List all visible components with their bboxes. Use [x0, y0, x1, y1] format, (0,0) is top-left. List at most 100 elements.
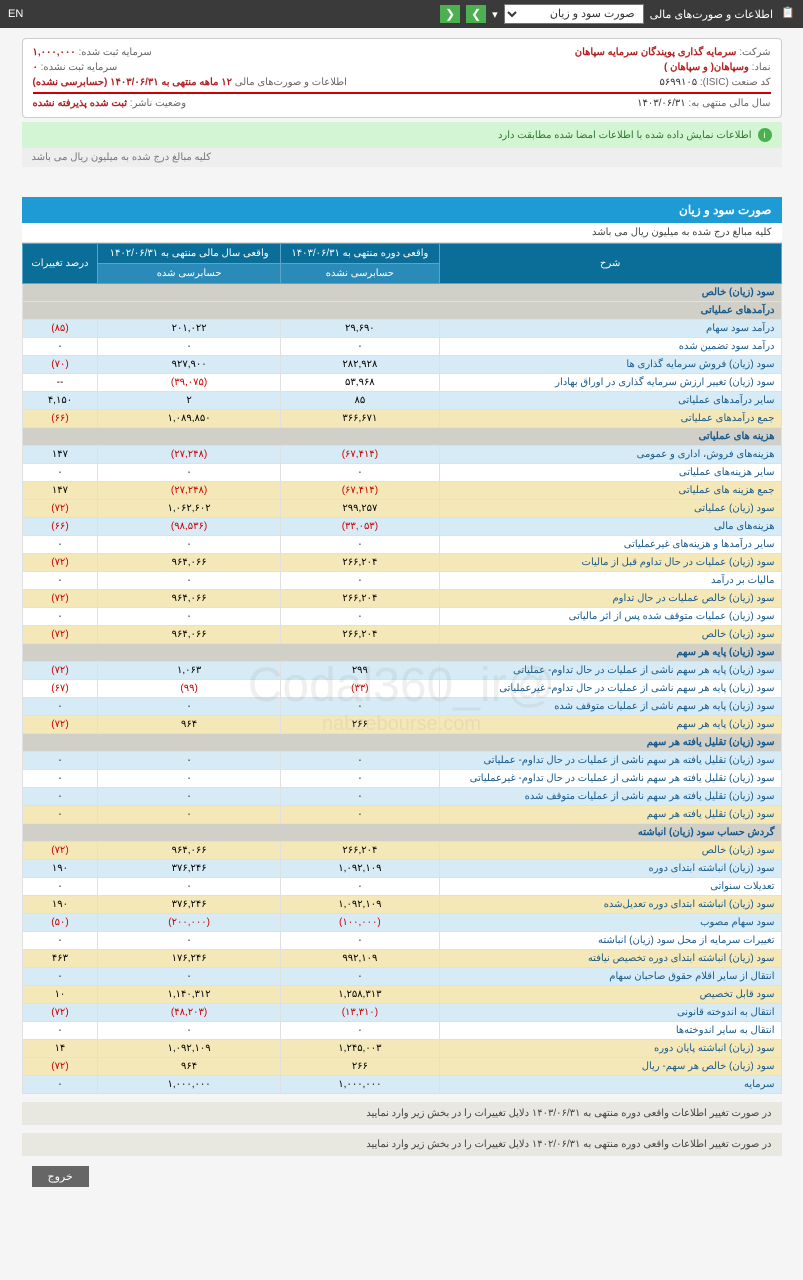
row-desc: سود (زیان) پایه هر سهم ناشی از عملیات در…	[439, 680, 781, 698]
row-val1: ۱,۰۰۰,۰۰۰	[280, 1076, 439, 1094]
row-val2: ۹۶۴,۰۶۶	[98, 842, 280, 860]
row-val2: ۱,۰۸۹,۸۵۰	[98, 410, 280, 428]
row-pct: ۰	[22, 878, 98, 896]
table-row: تعدیلات سنواتی۰۰۰	[22, 878, 781, 896]
row-val2: ۹۶۴,۰۶۶	[98, 554, 280, 572]
row-val2: ۱,۰۰۰,۰۰۰	[98, 1076, 280, 1094]
row-desc: سود (زیان) خالص	[439, 626, 781, 644]
row-val2: ۰	[98, 698, 280, 716]
company-label: شرکت:	[739, 47, 770, 58]
row-val1: ۲۹۹	[280, 662, 439, 680]
row-desc: انتقال به سایر اندوخته‌ها	[439, 1022, 781, 1040]
row-val2: ۰	[98, 572, 280, 590]
row-val1: ۰	[280, 536, 439, 554]
row-desc: سود (زیان) انباشته ابتدای دوره	[439, 860, 781, 878]
row-desc: هزینه‌های مالی	[439, 518, 781, 536]
row-val1: ۲۶۶	[280, 1058, 439, 1076]
table-row: سود (زیان) خالص۲۶۶,۲۰۴۹۶۴,۰۶۶(۷۲)	[22, 626, 781, 644]
row-val2: ۹۲۷,۹۰۰	[98, 356, 280, 374]
row-val2: ۰	[98, 464, 280, 482]
table-row: سود (زیان) انباشته ابتدای دوره تخصیص نیا…	[22, 950, 781, 968]
row-val1: (۱۰۰,۰۰۰)	[280, 914, 439, 932]
row-pct: ۰	[22, 1076, 98, 1094]
row-desc: سود (زیان) انباشته ابتدای دوره تعدیل‌شده	[439, 896, 781, 914]
table-row: گردش حساب سود (زیان) انباشته	[22, 824, 781, 842]
row-pct: (۷۲)	[22, 716, 98, 734]
table-row: درآمد سود سهام۲۹,۶۹۰۲۰۱,۰۲۲(۸۵)	[22, 320, 781, 338]
row-val1: ۲۶۶,۲۰۴	[280, 590, 439, 608]
row-val2: ۰	[98, 608, 280, 626]
topbar-title: اطلاعات و صورت‌های مالی	[650, 8, 773, 21]
table-row: سود (زیان) خالص عملیات در حال تداوم۲۶۶,۲…	[22, 590, 781, 608]
row-val2: ۰	[98, 932, 280, 950]
row-val2: ۰	[98, 788, 280, 806]
th-col1sub: حسابرسی نشده	[280, 264, 439, 284]
row-val1: ۰	[280, 1022, 439, 1040]
row-desc: درآمد سود سهام	[439, 320, 781, 338]
th-desc: شرح	[439, 244, 781, 284]
next-button[interactable]: ❯	[466, 5, 486, 23]
table-row: سود (زیان) پایه هر سهم۲۶۶۹۶۴(۷۲)	[22, 716, 781, 734]
prev-button[interactable]: ❮	[440, 5, 460, 23]
row-val2: (۲۷,۲۴۸)	[98, 446, 280, 464]
row-header: سود (زیان) پایه هر سهم	[22, 644, 781, 662]
table-row: سود (زیان) فروش سرمایه گذاری ها۲۸۲,۹۲۸۹۲…	[22, 356, 781, 374]
fiscal-label: سال مالی منتهی به:	[688, 98, 770, 109]
table-row: سود (زیان) انباشته ابتدای دوره تعدیل‌شده…	[22, 896, 781, 914]
report-value: ۱۲ ماهه منتهی به ۱۴۰۳/۰۶/۳۱ (حسابرسی نشد…	[33, 77, 233, 88]
row-pct: ۱۹۰	[22, 860, 98, 878]
row-val1: ۱,۰۹۲,۱۰۹	[280, 896, 439, 914]
row-val1: ۰	[280, 770, 439, 788]
row-pct: (۸۵)	[22, 320, 98, 338]
capital-reg-label: سرمایه ثبت شده:	[78, 47, 151, 58]
table-row: هزینه‌های مالی(۳۳,۰۵۳)(۹۸,۵۳۶)(۶۶)	[22, 518, 781, 536]
verification-text: اطلاعات نمایش داده شده با اطلاعات امضا ش…	[498, 130, 752, 141]
symbol-value: وسپاهان( و سپاهان )	[664, 62, 749, 73]
lang-toggle[interactable]: EN	[8, 8, 23, 20]
table-row: سود (زیان) انباشته ابتدای دوره۱,۰۹۲,۱۰۹۳…	[22, 860, 781, 878]
row-pct: (۷۲)	[22, 1004, 98, 1022]
report-dropdown[interactable]: صورت سود و زیان	[504, 4, 644, 24]
row-pct: ۱۹۰	[22, 896, 98, 914]
row-desc: سود (زیان) تقلیل یافته هر سهم ناشی از عم…	[439, 770, 781, 788]
row-val2: (۲۷,۲۴۸)	[98, 482, 280, 500]
fiscal-value: ۱۴۰۳/۰۶/۳۱	[637, 98, 686, 109]
row-val2: (۳۹,۰۷۵)	[98, 374, 280, 392]
row-val2: ۲	[98, 392, 280, 410]
row-pct: (۷۲)	[22, 662, 98, 680]
info-icon: i	[758, 128, 772, 142]
row-desc: سایر هزینه‌های عملیاتی	[439, 464, 781, 482]
table-row: سود (زیان) تغییر ارزش سرمایه گذاری در او…	[22, 374, 781, 392]
row-val2: ۹۶۴,۰۶۶	[98, 626, 280, 644]
row-pct: ۰	[22, 788, 98, 806]
table-row: سود (زیان) عملیات در حال تداوم قبل از ما…	[22, 554, 781, 572]
row-pct: ۱۰	[22, 986, 98, 1004]
symbol-label: نماد:	[752, 62, 771, 73]
row-val2: ۰	[98, 752, 280, 770]
table-row: سود (زیان) خالص۲۶۶,۲۰۴۹۶۴,۰۶۶(۷۲)	[22, 842, 781, 860]
isic-value: ۵۶۹۹۱۰۵	[659, 77, 697, 88]
row-pct: ۰	[22, 572, 98, 590]
row-val1: ۰	[280, 464, 439, 482]
row-val1: ۱,۲۵۸,۳۱۳	[280, 986, 439, 1004]
row-val2: ۳۷۶,۲۴۶	[98, 860, 280, 878]
row-header: گردش حساب سود (زیان) انباشته	[22, 824, 781, 842]
row-val1: ۰	[280, 878, 439, 896]
row-val1: ۲۶۶	[280, 716, 439, 734]
table-row: انتقال از سایر اقلام حقوق صاحبان سهام۰۰۰	[22, 968, 781, 986]
table-row: درآمد سود تضمین شده۰۰۰	[22, 338, 781, 356]
row-val2: (۴۸,۲۰۳)	[98, 1004, 280, 1022]
table-row: سود قابل تخصیص۱,۲۵۸,۳۱۳۱,۱۴۰,۳۱۲۱۰	[22, 986, 781, 1004]
row-val2: ۰	[98, 968, 280, 986]
exit-button[interactable]: خروج	[32, 1166, 89, 1187]
amounts-note-bar: کلیه مبالغ درج شده به میلیون ریال می باش…	[22, 148, 782, 167]
row-desc: جمع درآمدهای عملیاتی	[439, 410, 781, 428]
row-val1: ۰	[280, 788, 439, 806]
table-row: سود (زیان) پایه هر سهم ناشی از عملیات در…	[22, 680, 781, 698]
row-desc: سایر درآمدها و هزینه‌های غیرعملیاتی	[439, 536, 781, 554]
table-row: سود (زیان) تقلیل یافته هر سهم ناشی از عم…	[22, 788, 781, 806]
row-val2: ۱,۰۶۳	[98, 662, 280, 680]
dropdown-arrow-icon[interactable]: ▾	[492, 8, 498, 21]
row-val1: ۲۶۶,۲۰۴	[280, 554, 439, 572]
table-row: سود (زیان) پایه هر سهم ناشی از عملیات مت…	[22, 698, 781, 716]
